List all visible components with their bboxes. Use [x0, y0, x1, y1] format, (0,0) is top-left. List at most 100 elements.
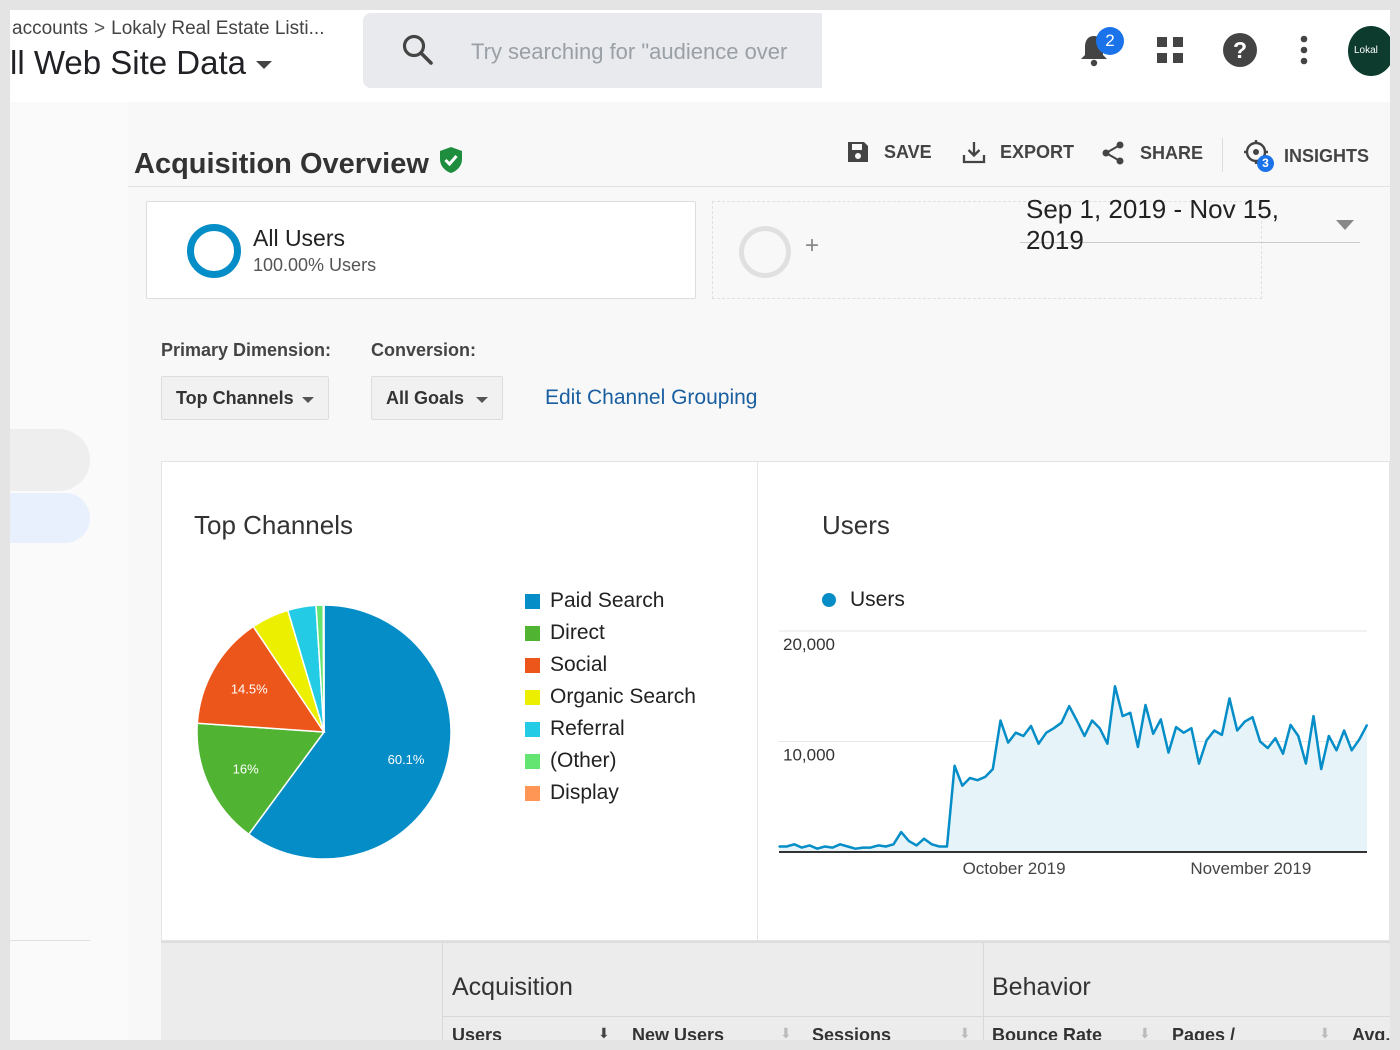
more-options-button[interactable] [1284, 30, 1324, 70]
pie-slice-display[interactable] [322, 604, 325, 733]
legend-item-other[interactable]: (Other) [525, 745, 696, 777]
users-data-point [808, 844, 811, 847]
export-button[interactable]: EXPORT [962, 140, 1074, 164]
users-data-point [999, 719, 1002, 722]
column-pages-per-session[interactable]: Pages / [1172, 1025, 1236, 1040]
top-channels-title: Top Channels [194, 510, 353, 540]
breadcrumb-property[interactable]: Lokaly Real Estate Listi... [111, 18, 325, 39]
pie-data-label: 14.5% [231, 682, 268, 697]
share-icon [1102, 141, 1124, 165]
legend-label: Social [550, 653, 608, 676]
nav-item-active[interactable] [10, 493, 90, 543]
page-title: Acquisition Overview [134, 146, 463, 182]
edit-channel-grouping-link[interactable]: Edit Channel Grouping [545, 386, 758, 409]
pie-slice-paid-search[interactable] [247, 604, 452, 860]
users-data-point [831, 846, 834, 849]
users-data-point [1297, 735, 1300, 737]
legend-item-direct[interactable]: Direct [525, 617, 696, 649]
pie-slice-direct[interactable] [196, 722, 326, 836]
conversion-dropdown[interactable]: All Goals [371, 376, 503, 420]
users-legend-label: Users [850, 588, 905, 611]
apps-button[interactable] [1150, 30, 1190, 70]
users-data-point [846, 845, 849, 848]
nav-item[interactable] [10, 429, 90, 491]
users-data-point [984, 776, 986, 778]
help-icon: ? [1223, 33, 1257, 67]
users-data-point [946, 845, 948, 848]
share-button[interactable]: SHARE [1100, 140, 1203, 166]
users-data-point [1221, 734, 1223, 736]
export-label: EXPORT [1000, 141, 1075, 162]
users-data-point [1152, 732, 1154, 735]
pie-data-label: 60.1% [388, 752, 425, 767]
users-data-point [869, 846, 872, 849]
users-series-line[interactable] [779, 685, 1369, 850]
users-data-point [915, 844, 918, 847]
pie-slice-social[interactable] [196, 625, 326, 733]
search-bar[interactable] [363, 13, 822, 88]
users-data-point [885, 845, 887, 848]
users-data-point [1358, 738, 1361, 741]
group-divider [983, 943, 984, 1040]
legend-label: Direct [550, 621, 605, 644]
users-data-point [1366, 724, 1368, 726]
column-sessions[interactable]: Sessions [812, 1025, 892, 1040]
date-range-picker[interactable]: Sep 1, 2019 - Nov 15, 2019 [1020, 194, 1360, 255]
column-users[interactable]: Users [452, 1025, 503, 1040]
report-content: All Users 100.00% Users + Sep 1, 2019 - … [128, 187, 1390, 1040]
users-data-point [1083, 735, 1086, 737]
users-line-chart[interactable]: 20,000 10,000 October 2019 November 2019 [767, 612, 1377, 912]
save-button[interactable]: SAVE [846, 140, 932, 164]
y-tick-label: 10,000 [783, 746, 835, 765]
users-data-point [961, 784, 964, 787]
legend-item-organic-search[interactable]: Organic Search [525, 681, 696, 713]
users-data-point [1343, 729, 1345, 732]
users-chart-title: Users [822, 510, 890, 540]
legend-item-paid-search[interactable]: Paid Search [525, 585, 696, 617]
primary-dimension-label: Primary Dimension: [161, 340, 332, 360]
users-data-point [969, 777, 971, 779]
help-button[interactable]: ? [1220, 30, 1260, 70]
users-data-point [1335, 749, 1338, 752]
column-bounce-rate[interactable]: Bounce Rate [992, 1025, 1103, 1040]
sort-desc-icon[interactable]: ⬇ [598, 1025, 610, 1040]
users-data-point [976, 779, 979, 781]
users-data-point [1121, 715, 1124, 717]
users-data-point [1030, 725, 1032, 727]
users-data-point [938, 845, 941, 848]
users-data-point [1144, 704, 1147, 706]
sort-icon[interactable]: ⬇ [1139, 1025, 1151, 1040]
analytics-frame: accounts > Lokaly Real Estate Listi... ll … [10, 10, 1390, 1040]
sort-icon[interactable]: ⬇ [959, 1025, 971, 1040]
users-data-point [1205, 739, 1208, 742]
breadcrumb-accounts[interactable]: accounts [12, 18, 89, 39]
sort-icon[interactable]: ⬇ [780, 1025, 792, 1040]
avatar-text: Lokal [1354, 45, 1378, 56]
legend-item-referral[interactable]: Referral [525, 713, 696, 745]
account-avatar[interactable]: Lokal [1348, 26, 1390, 76]
legend-swatch [525, 689, 540, 705]
segment-all-users[interactable]: All Users 100.00% Users [146, 201, 696, 299]
column-avg-duration[interactable]: Avg. [1352, 1025, 1390, 1040]
sort-icon[interactable]: ⬇ [1319, 1025, 1331, 1040]
users-data-point [778, 845, 780, 848]
search-input[interactable] [469, 31, 822, 73]
caret-down-icon [256, 61, 272, 69]
overview-panels: Top Channels 60.1% 16% 14.5% Paid Search Di… [161, 461, 1390, 941]
add-segment-button[interactable]: + [712, 201, 1262, 299]
users-data-point [1037, 742, 1040, 745]
conversion-label: Conversion: [371, 340, 477, 360]
action-divider [1222, 138, 1223, 172]
primary-dimension-dropdown[interactable]: Top Channels [161, 376, 329, 420]
legend-item-social[interactable]: Social [525, 649, 696, 681]
primary-dimension-value: Top Channels [176, 387, 294, 408]
users-data-point [900, 831, 902, 833]
users-data-point [1053, 727, 1055, 730]
column-new-users[interactable]: New Users [632, 1025, 725, 1040]
view-selector[interactable]: ll Web Site Data [10, 44, 272, 82]
legend-item-display[interactable]: Display [525, 777, 696, 809]
top-channels-pie-chart[interactable]: 60.1% 16% 14.5% [174, 582, 474, 882]
segment-ring-icon [187, 224, 241, 278]
insights-button[interactable]: 3 INSIGHTS [1244, 140, 1369, 172]
panel-divider [757, 462, 758, 940]
